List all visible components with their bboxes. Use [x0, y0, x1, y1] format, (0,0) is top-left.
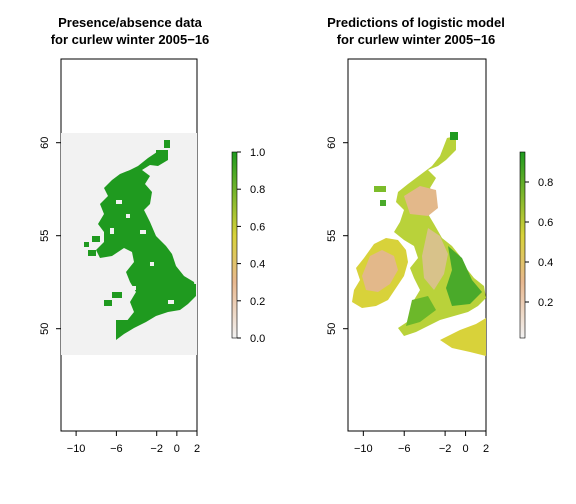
right-x-tick-label: −6	[398, 443, 411, 455]
right-colorbar-tick-label: 0.8	[538, 177, 553, 189]
left-colorbar	[231, 151, 238, 339]
ireland-low-zone	[362, 250, 398, 292]
right-colorbar-tick-label: 0.4	[538, 257, 553, 269]
left-x-tick-label: −10	[67, 443, 86, 455]
left-colorbar-tick-label: 1.0	[250, 147, 265, 159]
right-colorbar-tick-label: 0.6	[538, 217, 553, 229]
left-axes: −10 −6 −2 0 2 50 55 60	[39, 137, 200, 455]
left-x-tick-label: 2	[194, 443, 200, 455]
left-y-tick-label: 60	[39, 137, 51, 149]
right-map-panel: −10 −6 −2 0 2 50 55 60 0.2 0.4 0.6 0.8	[326, 58, 553, 455]
pennines-low-zone	[422, 228, 448, 290]
absence-gaps	[110, 200, 174, 304]
right-y-tick-label: 50	[326, 323, 338, 335]
right-x-tick-label: −2	[439, 443, 452, 455]
left-x-tick-label: −2	[150, 443, 163, 455]
left-y-tick-label: 55	[39, 230, 51, 242]
east-high-zone	[446, 246, 482, 306]
right-y-tick-label: 55	[326, 230, 338, 242]
right-x-tick-label: 2	[483, 443, 489, 455]
south-west-zone	[406, 296, 436, 326]
island-cell	[450, 132, 458, 140]
left-colorbar-tick-label: 0.8	[250, 184, 265, 196]
left-map-panel: −10 −6 −2 0 2 50 55 60 0.0 0.2 0.4 0.6 0.8 1.0	[39, 58, 265, 455]
left-colorbar-tick-label: 0.6	[250, 221, 265, 233]
island-cell	[380, 200, 386, 206]
right-x-tick-label: 0	[462, 443, 468, 455]
france-prediction	[440, 318, 486, 356]
presence-cells	[84, 140, 196, 340]
prediction-surface	[352, 132, 486, 356]
left-colorbar-tick-label: 0.2	[250, 296, 265, 308]
right-axes: −10 −6 −2 0 2 50 55 60	[326, 137, 489, 455]
highlands-low-zone	[404, 186, 438, 216]
island-cell	[374, 186, 386, 192]
right-colorbar	[519, 151, 526, 339]
right-y-tick-label: 60	[326, 137, 338, 149]
left-colorbar-tick-label: 0.0	[250, 333, 265, 345]
right-colorbar-tick-label: 0.2	[538, 297, 553, 309]
left-x-tick-label: −6	[110, 443, 123, 455]
right-x-tick-label: −10	[354, 443, 373, 455]
right-colorbar-ticks: 0.2 0.4 0.6 0.8	[525, 177, 553, 309]
left-y-tick-label: 50	[39, 323, 51, 335]
left-x-tick-label: 0	[174, 443, 180, 455]
left-colorbar-tick-label: 0.4	[250, 259, 265, 271]
left-panel-title: Presence/absence data for curlew winter …	[50, 15, 210, 47]
left-colorbar-ticks: 0.0 0.2 0.4 0.6 0.8 1.0	[237, 147, 265, 345]
right-panel-title: Predictions of logistic model for curlew…	[327, 15, 505, 47]
